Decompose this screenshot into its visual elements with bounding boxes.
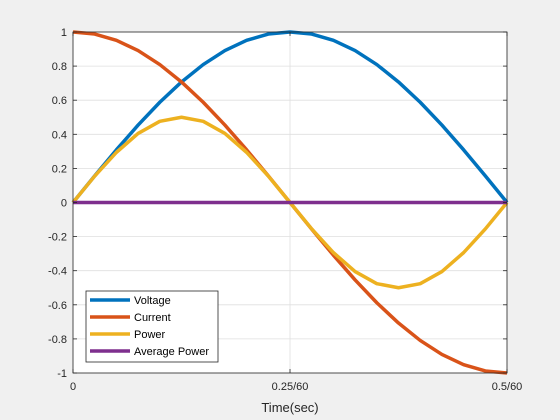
y-tick-label: -0.4 bbox=[48, 266, 67, 278]
y-tick-label: 0.4 bbox=[52, 129, 67, 141]
legend-label-average-power: Average Power bbox=[134, 346, 209, 358]
y-tick-label: 0.8 bbox=[52, 61, 67, 73]
x-axis-label: Time(sec) bbox=[261, 400, 318, 415]
legend: Voltage Current Power Average Power bbox=[85, 290, 219, 363]
x-tick-label: 0.25/60 bbox=[272, 381, 309, 393]
y-tick-label: -0.2 bbox=[48, 232, 67, 244]
y-tick-label: 0.2 bbox=[52, 163, 67, 175]
x-tick-labels: 0 0.25/60 0.5/60 bbox=[70, 381, 522, 393]
y-tick-label: 0.6 bbox=[52, 95, 67, 107]
y-tick-label: 0 bbox=[61, 198, 67, 210]
legend-label-current: Current bbox=[134, 312, 171, 324]
y-tick-label: -1 bbox=[57, 368, 67, 380]
y-tick-label: -0.6 bbox=[48, 300, 67, 312]
axis-ticks bbox=[72, 31, 508, 374]
y-tick-label: -0.8 bbox=[48, 334, 67, 346]
x-tick-label: 0.5/60 bbox=[492, 381, 523, 393]
x-tick-label: 0 bbox=[70, 381, 76, 393]
legend-label-power: Power bbox=[134, 329, 166, 341]
legend-items: Voltage Current Power Average Power bbox=[90, 295, 209, 358]
legend-label-voltage: Voltage bbox=[134, 295, 171, 307]
y-tick-labels: 1 0.8 0.6 0.4 0.2 0 -0.2 -0.4 -0.6 -0.8 -1 bbox=[48, 27, 67, 380]
y-tick-label: 1 bbox=[61, 27, 67, 39]
